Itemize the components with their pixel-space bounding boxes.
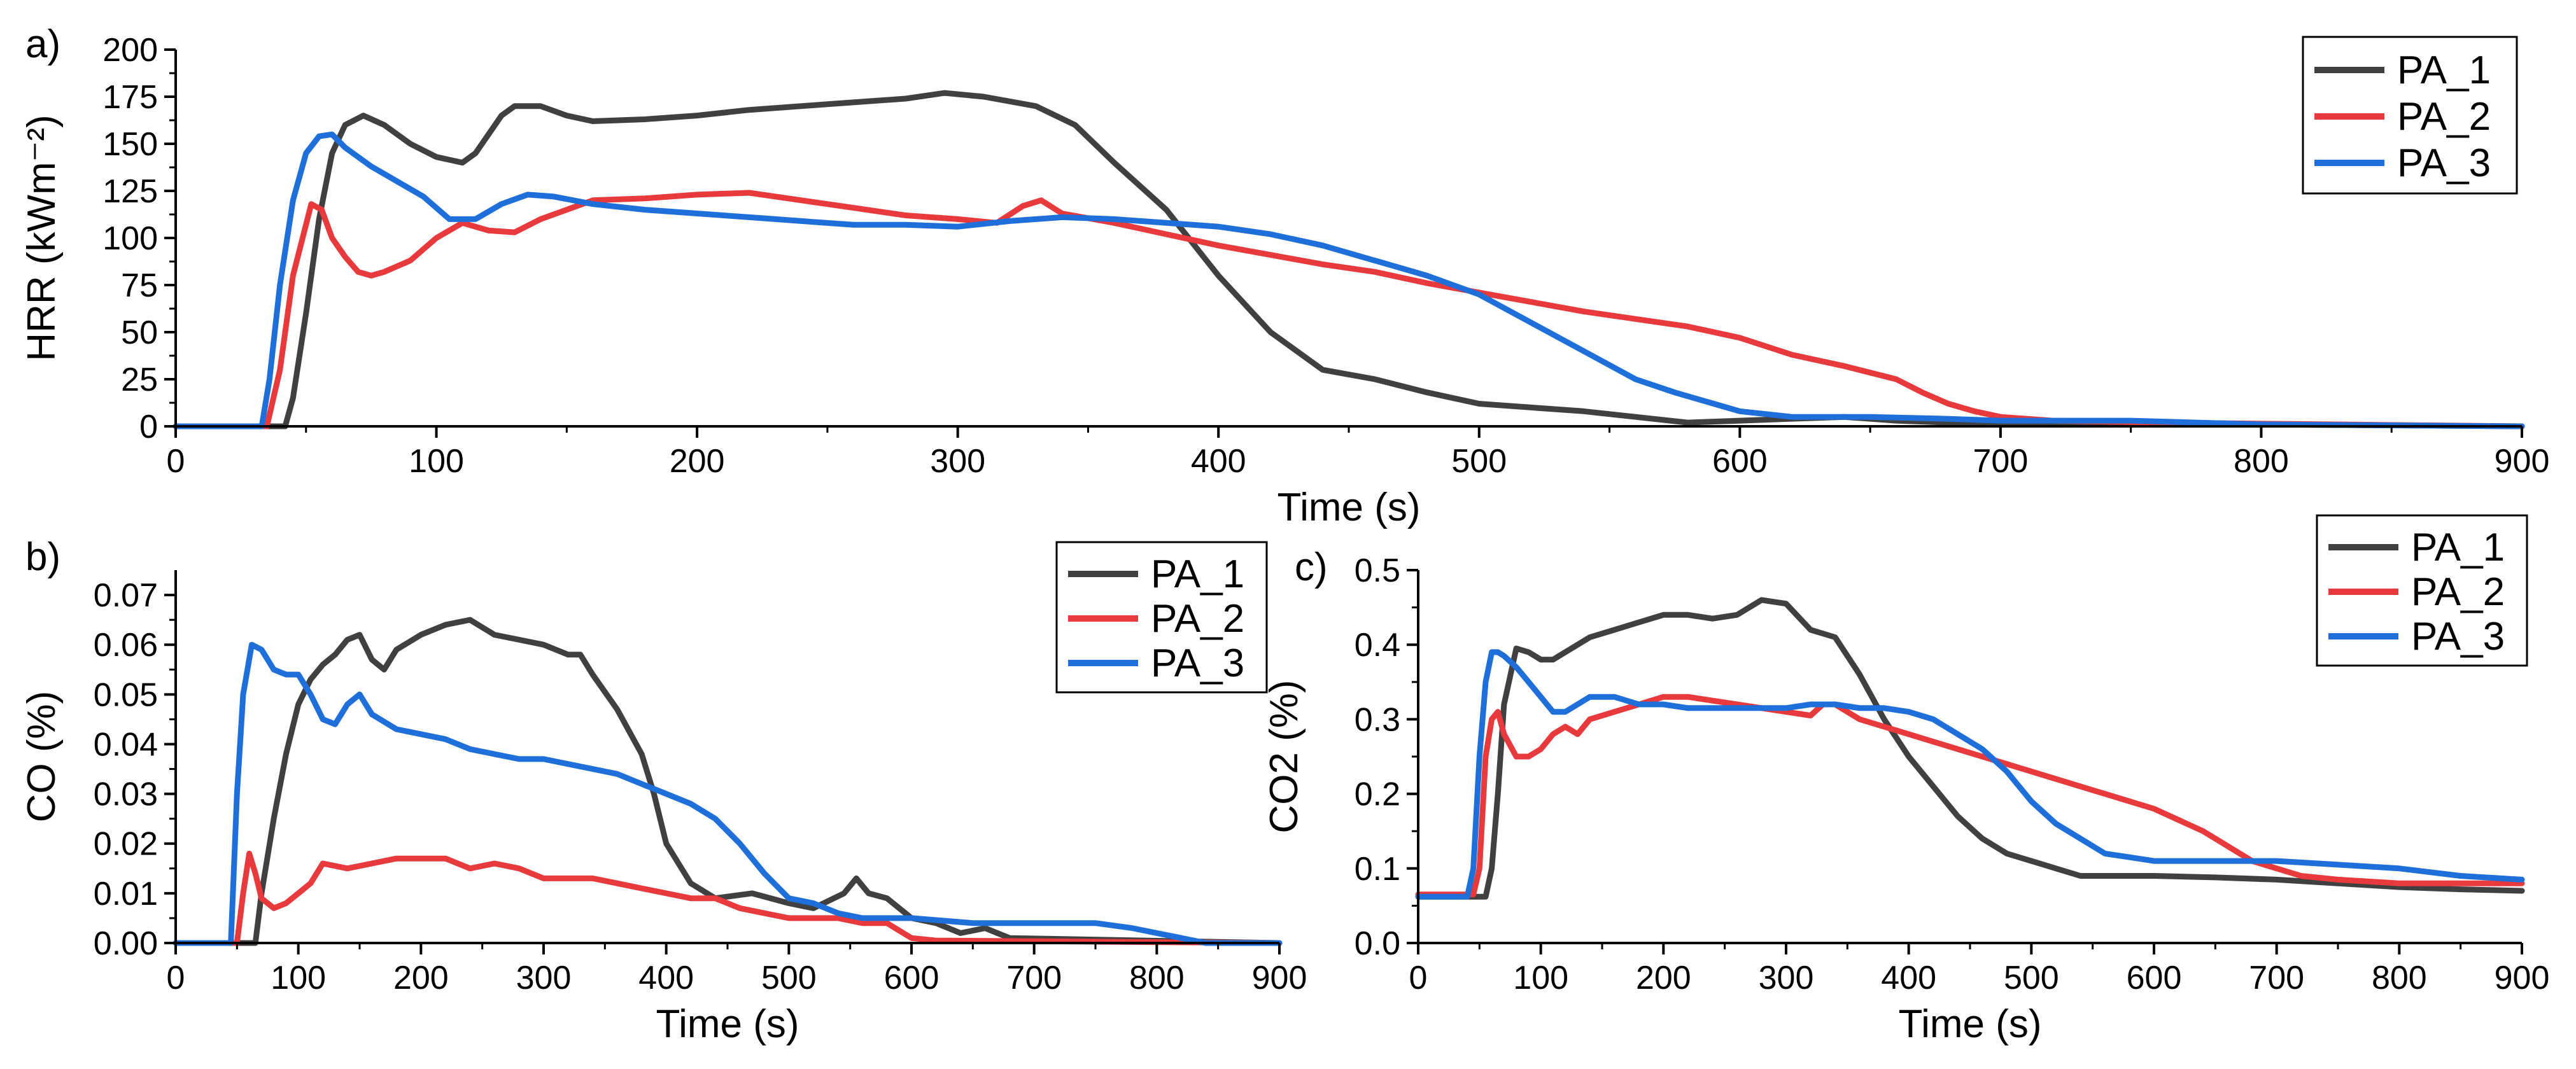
legend-label: PA_2 bbox=[1151, 597, 1244, 641]
series-line-pa-3 bbox=[1415, 649, 2525, 900]
x-tick-label: 400 bbox=[638, 960, 694, 996]
y-tick-label: 0.2 bbox=[1355, 776, 1400, 813]
x-tick-label: 700 bbox=[1973, 443, 2029, 480]
y-tick-label: 0.06 bbox=[94, 627, 158, 664]
y-tick-label: 0.0 bbox=[1355, 925, 1400, 962]
x-tick-label: 900 bbox=[1252, 960, 1307, 996]
y-tick-label: 125 bbox=[102, 173, 158, 210]
series-line-pa-1 bbox=[1415, 597, 2525, 900]
legend-label: PA_2 bbox=[2397, 95, 2491, 139]
y-tick-label: 0.01 bbox=[94, 876, 158, 912]
y-axis-title: CO (%) bbox=[20, 691, 64, 823]
y-axis-title: CO2 (%) bbox=[1262, 680, 1306, 833]
y-tick-label: 0 bbox=[139, 409, 158, 445]
y-tick-label: 50 bbox=[121, 314, 158, 351]
x-tick-label: 800 bbox=[2234, 443, 2289, 480]
panel-label: c) bbox=[1295, 545, 1328, 589]
x-tick-label: 400 bbox=[1881, 960, 1936, 996]
x-axis-title: Time (s) bbox=[1277, 486, 1421, 529]
legend-box bbox=[2316, 514, 2528, 667]
x-tick-label: 200 bbox=[393, 960, 449, 996]
series-line-pa-1 bbox=[172, 90, 2525, 430]
legend-label: PA_3 bbox=[2397, 141, 2491, 185]
x-tick-label: 600 bbox=[884, 960, 940, 996]
legend-label: PA_3 bbox=[1151, 641, 1244, 685]
y-tick-label: 0.5 bbox=[1355, 552, 1400, 589]
x-tick-label: 700 bbox=[2249, 960, 2304, 996]
x-tick-label: 900 bbox=[2495, 443, 2550, 480]
x-tick-label: 300 bbox=[930, 443, 985, 480]
y-tick-label: 200 bbox=[102, 32, 158, 69]
x-tick-label: 0 bbox=[1409, 960, 1428, 996]
x-tick-label: 500 bbox=[2004, 960, 2059, 996]
x-tick-label: 500 bbox=[761, 960, 817, 996]
x-tick-label: 200 bbox=[1636, 960, 1691, 996]
legend-label: PA_1 bbox=[2397, 48, 2491, 92]
y-tick-label: 0.00 bbox=[94, 925, 158, 962]
x-tick-label: 800 bbox=[2372, 960, 2427, 996]
legend: PA_1PA_2PA_3 bbox=[2302, 36, 2518, 195]
legend-label: PA_1 bbox=[1151, 552, 1244, 596]
legend-label: PA_3 bbox=[2411, 615, 2505, 659]
y-tick-label: 0.04 bbox=[94, 726, 158, 763]
y-tick-label: 0.4 bbox=[1355, 627, 1400, 664]
x-tick-label: 900 bbox=[2495, 960, 2550, 996]
y-tick-label: 100 bbox=[102, 220, 158, 257]
x-tick-label: 300 bbox=[1759, 960, 1814, 996]
y-tick-label: 150 bbox=[102, 126, 158, 163]
x-tick-label: 100 bbox=[1513, 960, 1568, 996]
chart-panel-3: 0 100 200 300 400 500 600 700 800 900 0.0 0.1 0.2 0.3… bbox=[1262, 514, 2550, 1046]
panel-label: a) bbox=[25, 22, 60, 66]
y-tick-label: 25 bbox=[121, 361, 158, 398]
y-axis-title: HRR (kWm⁻²) bbox=[20, 115, 64, 361]
legend: PA_1PA_2PA_3 bbox=[1055, 541, 1268, 694]
x-tick-label: 200 bbox=[670, 443, 725, 480]
panel-label: b) bbox=[25, 535, 60, 579]
series-line-pa-2 bbox=[172, 850, 1283, 946]
chart-panel-2: 0 100 200 300 400 500 600 700 800 900 0.00 0.01 0.02… bbox=[20, 535, 1307, 1046]
x-tick-label: 0 bbox=[167, 960, 185, 996]
legend: PA_1PA_2PA_3 bbox=[2316, 514, 2528, 667]
y-tick-label: 0.05 bbox=[94, 676, 158, 713]
x-tick-label: 300 bbox=[516, 960, 572, 996]
x-tick-label: 500 bbox=[1451, 443, 1507, 480]
x-tick-label: 600 bbox=[2127, 960, 2182, 996]
y-tick-label: 0.07 bbox=[94, 577, 158, 614]
x-tick-label: 800 bbox=[1129, 960, 1185, 996]
y-tick-label: 0.1 bbox=[1355, 851, 1400, 888]
y-tick-label: 0.02 bbox=[94, 826, 158, 863]
series-line-pa-1 bbox=[172, 617, 1283, 946]
y-tick-label: 0.3 bbox=[1355, 701, 1400, 738]
x-tick-label: 0 bbox=[167, 443, 185, 480]
series-line-pa-2 bbox=[172, 190, 2525, 430]
series-line-pa-3 bbox=[172, 131, 2525, 430]
legend-label: PA_2 bbox=[2411, 570, 2505, 614]
x-tick-label: 100 bbox=[271, 960, 326, 996]
y-tick-label: 175 bbox=[102, 79, 158, 116]
x-axis-title: Time (s) bbox=[656, 1002, 799, 1046]
y-tick-label: 0.03 bbox=[94, 776, 158, 813]
x-axis-title: Time (s) bbox=[1899, 1002, 2042, 1046]
x-tick-label: 100 bbox=[409, 443, 464, 480]
chart-panel-1: 0 100 200 300 400 500 600 700 800 900 0 25 50 75 100 12… bbox=[20, 22, 2549, 529]
x-tick-label: 700 bbox=[1006, 960, 1062, 996]
series-line-pa-3 bbox=[172, 641, 1283, 946]
x-tick-label: 400 bbox=[1191, 443, 1246, 480]
y-tick-label: 75 bbox=[121, 267, 158, 304]
legend-label: PA_1 bbox=[2411, 526, 2505, 569]
x-tick-label: 600 bbox=[1712, 443, 1768, 480]
